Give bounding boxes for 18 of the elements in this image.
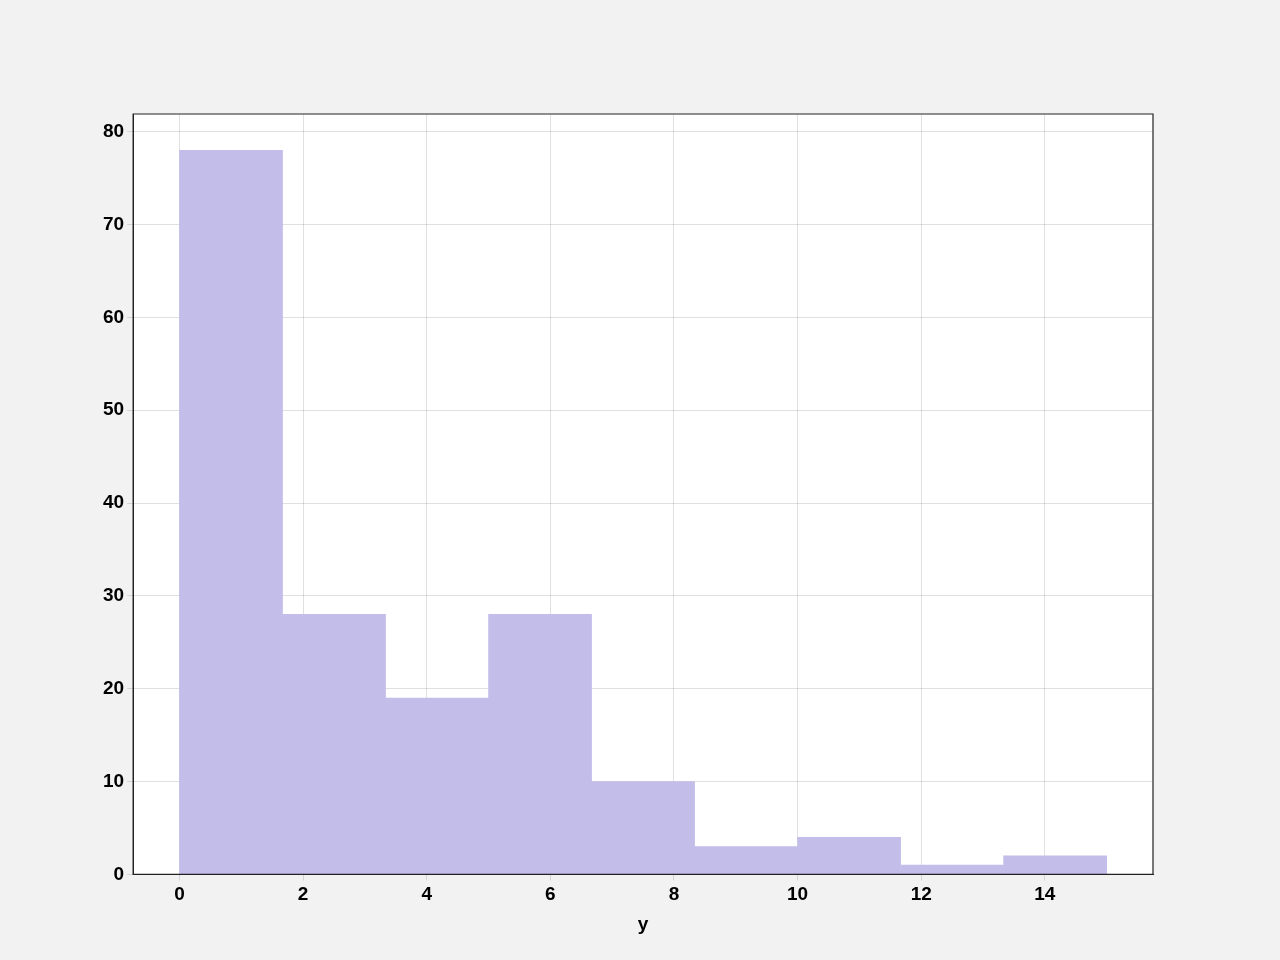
x-tick-label: 14 [1034,883,1056,905]
y-tick-label: 80 [102,119,125,141]
y-tick-label: 60 [102,305,125,327]
x-tick-label: 2 [297,883,309,905]
y-tick-label: 0 [113,862,125,884]
x-tick-label: 0 [174,883,185,905]
y-tick-label: 40 [102,491,125,513]
x-tick-label: 12 [910,883,932,905]
x-tick-label: 4 [421,883,433,905]
x-tick-label: 8 [668,883,680,905]
y-tick-label: 20 [102,676,125,698]
x-tick-label: 10 [787,883,809,905]
y-tick-label: 10 [102,769,125,791]
x-tick-label: 6 [545,883,556,905]
y-tick-label: 30 [102,584,125,606]
y-tick-label: 50 [102,398,125,420]
y-tick-label: 70 [102,212,125,234]
x-axis-title: y [637,912,649,934]
